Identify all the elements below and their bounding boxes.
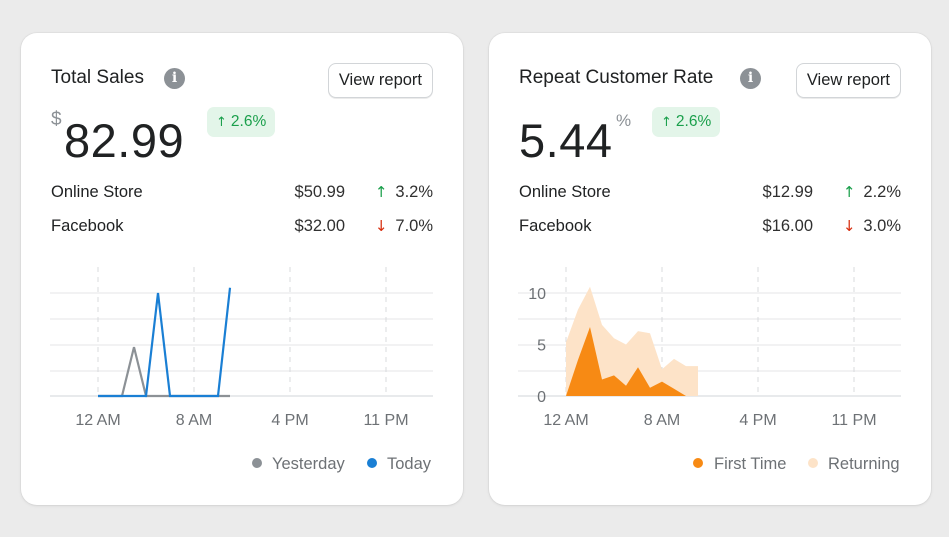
channel-row-online-store: Online Store $50.99 ↑ 3.2% bbox=[51, 183, 433, 205]
total-sales-card: Total Sales i View report $ 82.99 ↑ 2.6% … bbox=[21, 33, 463, 505]
x-tick-label: 11 PM bbox=[363, 412, 408, 429]
currency-symbol: $ bbox=[51, 109, 62, 130]
change-badge-value: 2.6% bbox=[230, 113, 267, 130]
view-report-button[interactable]: View report bbox=[795, 63, 901, 98]
repeat-rate-value: 5.44 bbox=[519, 114, 613, 167]
channel-row-online-store: Online Store $12.99 ↑ 2.2% bbox=[519, 183, 901, 205]
channel-amount: $16.00 bbox=[762, 217, 813, 235]
change-badge: ↑ 2.6% bbox=[207, 107, 276, 137]
info-icon[interactable]: i bbox=[164, 68, 185, 89]
legend-marker-first-time bbox=[693, 458, 703, 468]
channel-row-facebook: Facebook $32.00 ↓ 7.0% bbox=[51, 217, 433, 239]
arrow-up-icon: ↑ bbox=[661, 115, 672, 130]
channel-change: 3.0% bbox=[863, 217, 901, 235]
legend-marker-today bbox=[367, 458, 377, 468]
channel-amount: $12.99 bbox=[762, 183, 813, 201]
x-tick-label: 4 PM bbox=[739, 412, 776, 429]
info-icon[interactable]: i bbox=[740, 68, 761, 89]
card-title: Total Sales bbox=[51, 67, 144, 88]
legend-marker-returning bbox=[808, 458, 818, 468]
channel-amount: $32.00 bbox=[294, 217, 345, 235]
legend-label-today: Today bbox=[387, 455, 432, 473]
channel-name: Online Store bbox=[519, 183, 611, 201]
total-sales-value: 82.99 bbox=[64, 114, 185, 167]
series-line-today bbox=[98, 287, 232, 398]
y-tick-label: 0 bbox=[537, 389, 546, 406]
channel-change: 2.2% bbox=[863, 183, 901, 201]
repeat-customer-rate-card: Repeat Customer Rate i View report 5.44 … bbox=[489, 33, 931, 505]
x-tick-label: 4 PM bbox=[271, 412, 308, 429]
channel-name: Facebook bbox=[519, 217, 592, 235]
view-report-button[interactable]: View report bbox=[327, 63, 433, 98]
channel-change: 3.2% bbox=[395, 183, 433, 201]
series-line-yesterday bbox=[98, 346, 230, 398]
percent-unit: % bbox=[616, 111, 632, 130]
legend-label-first-time: First Time bbox=[714, 455, 786, 473]
sales-line-chart: 12 AM 8 AM 4 PM 11 PM Yesterday Today bbox=[50, 267, 433, 473]
arrow-up-icon: ↑ bbox=[374, 183, 388, 201]
legend-marker-yesterday bbox=[252, 458, 262, 468]
x-tick-label: 8 AM bbox=[644, 412, 680, 429]
arrow-up-icon: ↑ bbox=[842, 183, 856, 201]
change-badge: ↑ 2.6% bbox=[652, 107, 721, 137]
x-tick-label: 12 AM bbox=[543, 412, 588, 429]
arrow-down-icon: ↓ bbox=[842, 217, 856, 235]
channel-name: Facebook bbox=[51, 217, 124, 235]
channel-row-facebook: Facebook $16.00 ↓ 3.0% bbox=[519, 217, 901, 239]
x-tick-label: 11 PM bbox=[831, 412, 876, 429]
y-tick-label: 10 bbox=[528, 286, 546, 303]
series-area-first-time bbox=[566, 327, 686, 396]
arrow-down-icon: ↓ bbox=[374, 217, 388, 235]
channel-name: Online Store bbox=[51, 183, 143, 201]
x-tick-label: 12 AM bbox=[75, 412, 120, 429]
y-tick-label: 5 bbox=[537, 338, 546, 355]
legend-label-returning: Returning bbox=[828, 455, 900, 473]
channel-amount: $50.99 bbox=[294, 183, 345, 201]
x-tick-label: 8 AM bbox=[176, 412, 212, 429]
card-title: Repeat Customer Rate bbox=[519, 67, 714, 88]
change-badge-value: 2.6% bbox=[675, 113, 712, 130]
repeat-area-chart: 0 5 10 12 AM 8 AM 4 PM 11 PM First Time Retur… bbox=[518, 267, 901, 473]
arrow-up-icon: ↑ bbox=[216, 115, 227, 130]
legend-label-yesterday: Yesterday bbox=[272, 455, 346, 473]
channel-change: 7.0% bbox=[395, 217, 433, 235]
